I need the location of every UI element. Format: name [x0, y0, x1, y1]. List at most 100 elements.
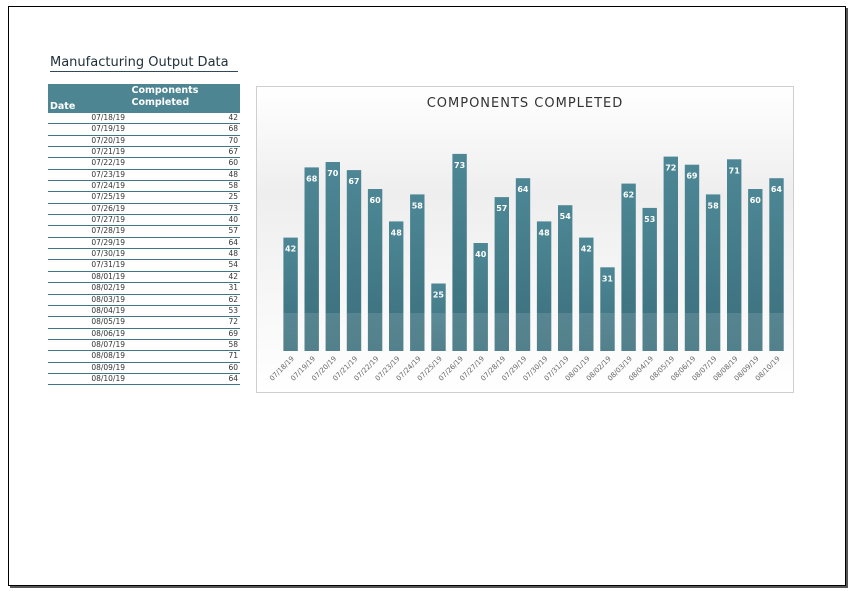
- bar-data-label: 48: [539, 228, 551, 237]
- table-row: 07/26/19 73: [48, 203, 240, 216]
- table-row: 08/08/19 71: [48, 351, 240, 363]
- row-date: 08/03/19: [91, 294, 125, 304]
- bar-reflection: [515, 313, 531, 351]
- bar: [515, 178, 531, 351]
- header-components-line2: Completed: [131, 97, 190, 108]
- row-value: 58: [228, 339, 238, 349]
- row-date: 07/25/19: [91, 192, 125, 202]
- table-row: 07/21/19 67: [48, 147, 240, 159]
- bar-data-label: 60: [370, 196, 382, 205]
- bar-data-label: 64: [517, 185, 529, 194]
- table-row: 08/01/19 42: [48, 271, 240, 284]
- bar-reflection: [558, 313, 573, 351]
- bar: [663, 156, 678, 351]
- chart-svg: COMPONENTS COMPLETED 4207/18/196807/19/1…: [257, 87, 793, 392]
- table-row: 08/04/19 53: [48, 305, 240, 318]
- bar-reflection: [663, 313, 678, 351]
- bar-data-label: 48: [391, 228, 403, 237]
- bar-reflection: [325, 313, 340, 351]
- bar-data-label: 72: [665, 164, 676, 173]
- row-date: 08/01/19: [91, 271, 125, 281]
- bar-data-label: 53: [644, 215, 655, 224]
- bar: [346, 170, 362, 351]
- row-date: 07/27/19: [91, 215, 125, 225]
- bar: [621, 183, 636, 351]
- bar-reflection: [642, 313, 657, 351]
- row-value: 25: [228, 192, 238, 202]
- bar-data-label: 54: [560, 212, 572, 221]
- row-value: 57: [228, 226, 238, 236]
- row-date: 08/09/19: [91, 362, 125, 372]
- bar-reflection: [536, 313, 552, 351]
- row-date: 07/23/19: [91, 169, 125, 179]
- table-body: 07/18/19 42 07/19/19 68 07/20/19 70 07/21/19 67…: [48, 113, 240, 386]
- table-row: 07/20/19 70: [48, 136, 240, 148]
- table-row: 08/02/19 31: [48, 283, 240, 295]
- row-value: 54: [228, 260, 238, 270]
- bar-reflection: [769, 313, 784, 351]
- row-date: 07/29/19: [91, 237, 125, 247]
- bar-data-label: 64: [771, 185, 783, 194]
- row-value: 48: [228, 169, 238, 179]
- bar-reflection: [579, 313, 594, 351]
- bar: [536, 221, 552, 351]
- header-components-line1: Components: [131, 85, 199, 96]
- bar: [473, 243, 488, 351]
- bar-reflection: [600, 313, 615, 351]
- bar: [389, 221, 404, 351]
- table-row: 08/10/19 64: [48, 373, 240, 386]
- row-date: 07/30/19: [91, 249, 125, 259]
- row-value: 60: [228, 158, 238, 168]
- bar: [325, 162, 340, 351]
- page-title: Manufacturing Output Data: [50, 55, 238, 72]
- row-date: 08/10/19: [91, 373, 125, 383]
- row-date: 07/28/19: [91, 226, 125, 236]
- row-date: 08/02/19: [91, 283, 125, 293]
- bar: [748, 189, 763, 351]
- bar-data-label: 58: [412, 201, 424, 210]
- row-value: 31: [228, 283, 238, 293]
- bar-reflection: [389, 313, 404, 351]
- table-row: 08/06/19 69: [48, 329, 240, 340]
- row-value: 64: [228, 237, 238, 247]
- bar-data-label: 42: [581, 245, 592, 254]
- row-value: 62: [228, 294, 238, 304]
- table-row: 07/24/19 58: [48, 181, 240, 193]
- bar-reflection: [452, 313, 467, 351]
- bar-reflection: [727, 313, 742, 351]
- bar-data-label: 40: [475, 250, 487, 259]
- row-date: 08/05/19: [91, 317, 125, 327]
- row-date: 07/26/19: [91, 203, 125, 213]
- row-date: 08/04/19: [91, 305, 125, 315]
- row-date: 08/08/19: [91, 351, 125, 361]
- row-value: 64: [228, 373, 238, 383]
- bar-chart: COMPONENTS COMPLETED 42 07/18/19 68 07/19/1…: [256, 86, 794, 393]
- bar-reflection: [748, 313, 763, 351]
- bar: [410, 194, 425, 351]
- table-header: Date Components Completed: [48, 84, 240, 113]
- table-row: 07/31/19 54: [48, 260, 240, 272]
- bar: [367, 189, 383, 351]
- row-value: 71: [228, 351, 238, 361]
- table-row: 08/09/19 60: [48, 363, 240, 374]
- bar: [705, 194, 721, 351]
- row-date: 08/06/19: [91, 328, 125, 338]
- bar: [494, 197, 509, 351]
- table-row: 07/22/19 60: [48, 158, 240, 170]
- row-date: 07/22/19: [91, 158, 125, 168]
- bar-data-label: 70: [327, 169, 339, 178]
- bar: [431, 283, 446, 351]
- bar: [558, 205, 573, 351]
- bar-reflection: [410, 313, 425, 351]
- table-row: 07/29/19 64: [48, 237, 240, 250]
- table-row: 08/07/19 58: [48, 339, 240, 352]
- table-row: 07/23/19 48: [48, 169, 240, 182]
- bar-data-label: 67: [348, 177, 359, 186]
- table-row: 07/25/19 25: [48, 192, 240, 204]
- row-date: 07/18/19: [91, 113, 125, 122]
- bar: [600, 267, 615, 351]
- bar-reflection: [283, 313, 298, 351]
- bar-reflection: [494, 313, 509, 351]
- row-value: 53: [228, 305, 238, 315]
- bar: [642, 207, 657, 351]
